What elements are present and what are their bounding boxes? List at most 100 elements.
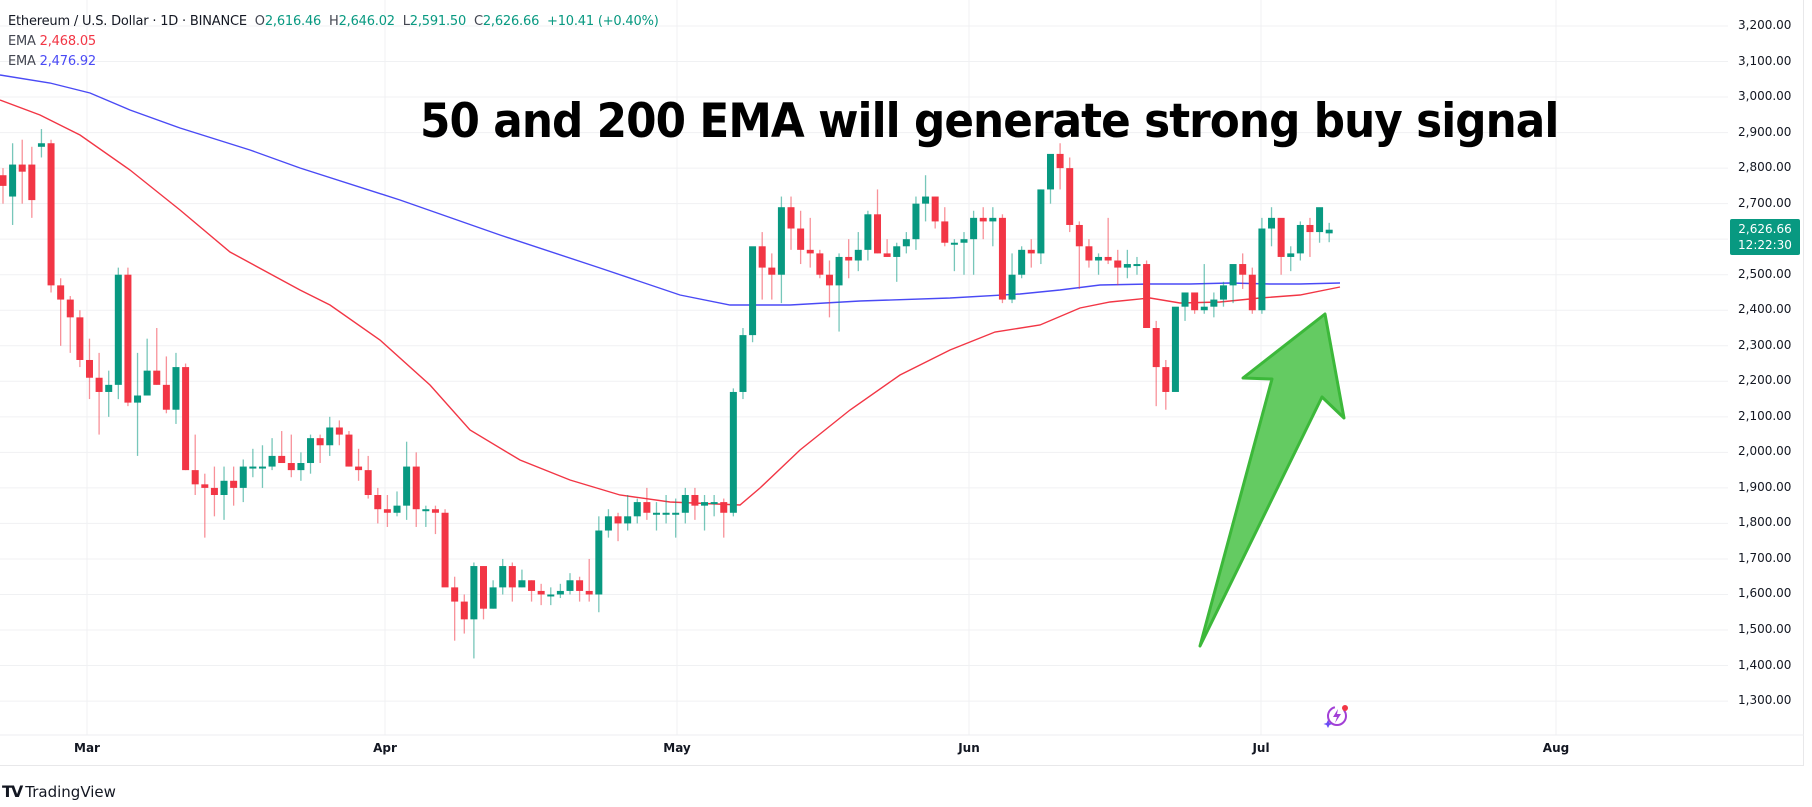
candle[interactable]: [316, 434, 324, 464]
candle[interactable]: [1114, 249, 1122, 286]
candle[interactable]: [47, 139, 55, 293]
candle[interactable]: [566, 573, 574, 595]
chart-pane[interactable]: Ethereum / U.S. Dollar · 1D · BINANCE O2…: [0, 0, 1804, 766]
candle[interactable]: [1287, 246, 1295, 272]
candle[interactable]: [364, 455, 372, 499]
candle[interactable]: [249, 448, 257, 478]
candle[interactable]: [528, 580, 536, 602]
candle[interactable]: [883, 239, 891, 257]
candle[interactable]: [777, 196, 785, 304]
candle[interactable]: [874, 189, 882, 254]
candle[interactable]: [1162, 359, 1170, 410]
candle[interactable]: [931, 196, 939, 229]
candle[interactable]: [864, 210, 872, 261]
candle[interactable]: [460, 594, 468, 634]
candle[interactable]: [950, 239, 958, 272]
ema50-legend-row[interactable]: EMA 2,468.05: [8, 32, 659, 52]
candle[interactable]: [1008, 253, 1016, 304]
candle[interactable]: [768, 253, 776, 300]
candle[interactable]: [729, 388, 737, 517]
candle[interactable]: [258, 445, 266, 488]
candle[interactable]: [1066, 157, 1074, 233]
candle[interactable]: [1075, 221, 1083, 289]
candle[interactable]: [95, 352, 103, 435]
candle[interactable]: [1027, 239, 1035, 268]
candle[interactable]: [1085, 239, 1093, 268]
annotation-arrow-icon[interactable]: [1198, 312, 1346, 648]
candle[interactable]: [489, 580, 497, 609]
candle[interactable]: [220, 466, 228, 520]
candle[interactable]: [412, 452, 420, 527]
candle[interactable]: [162, 356, 170, 414]
candle[interactable]: [825, 260, 833, 318]
candle[interactable]: [701, 494, 709, 531]
candle[interactable]: [662, 494, 670, 524]
candle[interactable]: [374, 487, 382, 524]
candle[interactable]: [355, 448, 363, 481]
candle[interactable]: [624, 494, 632, 531]
candle[interactable]: [470, 562, 478, 659]
candle[interactable]: [1104, 217, 1112, 265]
candle[interactable]: [383, 494, 391, 527]
candle[interactable]: [1239, 253, 1247, 289]
candle[interactable]: [998, 214, 1006, 304]
candle[interactable]: [835, 253, 843, 332]
candle[interactable]: [941, 207, 949, 247]
candle[interactable]: [547, 587, 555, 606]
candle[interactable]: [1325, 222, 1333, 243]
candle[interactable]: [749, 246, 757, 343]
candle[interactable]: [76, 310, 84, 368]
candle[interactable]: [1219, 281, 1227, 307]
candle[interactable]: [672, 498, 680, 538]
candle[interactable]: [614, 512, 622, 542]
candle[interactable]: [1306, 217, 1314, 257]
candle[interactable]: [393, 491, 401, 517]
candle[interactable]: [66, 296, 74, 353]
candle[interactable]: [1316, 207, 1324, 243]
candle[interactable]: [787, 196, 795, 250]
candle[interactable]: [518, 569, 526, 588]
candle[interactable]: [1181, 292, 1189, 321]
candle[interactable]: [18, 139, 26, 204]
candle[interactable]: [970, 210, 978, 275]
candle[interactable]: [845, 239, 853, 279]
candle[interactable]: [326, 416, 334, 456]
candle[interactable]: [1200, 264, 1208, 314]
candle[interactable]: [297, 452, 305, 481]
candle[interactable]: [422, 505, 430, 527]
candle[interactable]: [691, 487, 699, 520]
candle[interactable]: [537, 583, 545, 606]
candle[interactable]: [85, 338, 93, 400]
candle[interactable]: [239, 459, 247, 503]
candle[interactable]: [287, 434, 295, 478]
candle[interactable]: [1171, 306, 1179, 392]
candle[interactable]: [989, 207, 997, 247]
candle[interactable]: [268, 438, 276, 471]
candle[interactable]: [1095, 253, 1103, 275]
candle[interactable]: [124, 267, 132, 407]
candle[interactable]: [114, 267, 122, 400]
candle[interactable]: [403, 441, 411, 520]
candle[interactable]: [134, 352, 142, 456]
candle[interactable]: [902, 232, 910, 254]
candle[interactable]: [210, 466, 218, 517]
candle[interactable]: [854, 232, 862, 272]
candle[interactable]: [960, 232, 968, 275]
candle[interactable]: [499, 558, 507, 595]
candle[interactable]: [153, 328, 161, 385]
candle[interactable]: [172, 352, 180, 424]
candle[interactable]: [979, 207, 987, 240]
candle[interactable]: [480, 566, 487, 620]
candle[interactable]: [797, 210, 805, 265]
candle[interactable]: [508, 562, 516, 602]
candle[interactable]: [57, 278, 65, 346]
candle[interactable]: [307, 434, 315, 474]
candle[interactable]: [1046, 153, 1054, 204]
candle[interactable]: [1229, 264, 1237, 304]
candle[interactable]: [1248, 267, 1256, 314]
tradingview-brand[interactable]: TV TradingView: [2, 782, 116, 801]
candle[interactable]: [1152, 320, 1160, 407]
candle[interactable]: [912, 196, 920, 250]
candle[interactable]: [633, 498, 641, 524]
